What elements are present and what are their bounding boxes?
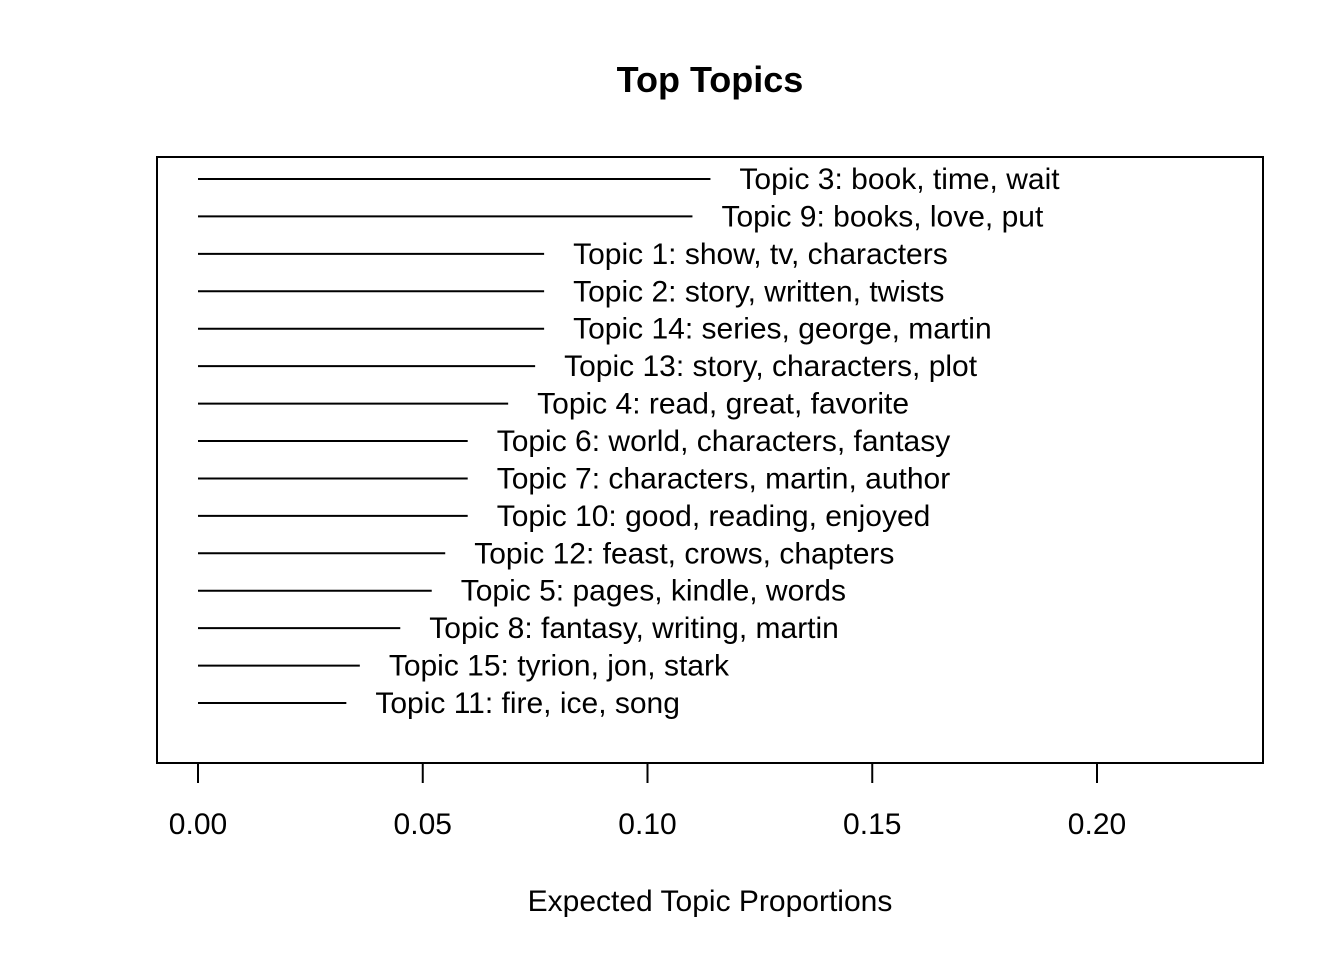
chart-title: Top Topics: [617, 59, 804, 100]
x-tick-label: 0.15: [843, 808, 901, 841]
bar-label: Topic 14: series, george, martin: [573, 313, 992, 346]
bar-label: Topic 1: show, tv, characters: [573, 238, 948, 271]
bar-label: Topic 2: story, written, twists: [573, 275, 944, 308]
bar-series: Topic 3: book, time, wait Topic 9: books,…: [198, 163, 1060, 720]
bar-label: Topic 11: fire, ice, song: [375, 687, 680, 720]
x-axis-label: Expected Topic Proportions: [528, 885, 893, 918]
bar-label: Topic 5: pages, kindle, words: [461, 575, 846, 608]
bar-label: Topic 9: books, love, put: [721, 200, 1044, 233]
x-tick-label: 0.05: [394, 808, 452, 841]
plot-frame: [156, 156, 1264, 764]
x-axis: 0.00 0.05 0.10 0.15 0.20: [169, 763, 1126, 841]
bar-label: Topic 12: feast, crows, chapters: [474, 537, 894, 570]
bar-label: Topic 8: fantasy, writing, martin: [429, 612, 839, 645]
bar-label: Topic 4: read, great, favorite: [537, 388, 909, 421]
x-tick-label: 0.10: [618, 808, 676, 841]
bar-label: Topic 13: story, characters, plot: [564, 350, 978, 383]
bar-label: Topic 7: characters, martin, author: [497, 462, 951, 495]
bar-label: Topic 3: book, time, wait: [739, 163, 1060, 196]
x-tick-label: 0.20: [1068, 808, 1126, 841]
bar-label: Topic 10: good, reading, enjoyed: [497, 500, 931, 533]
x-tick-label: 0.00: [169, 808, 227, 841]
bar-label: Topic 6: world, characters, fantasy: [497, 425, 951, 458]
bar-label: Topic 15: tyrion, jon, stark: [389, 650, 730, 683]
